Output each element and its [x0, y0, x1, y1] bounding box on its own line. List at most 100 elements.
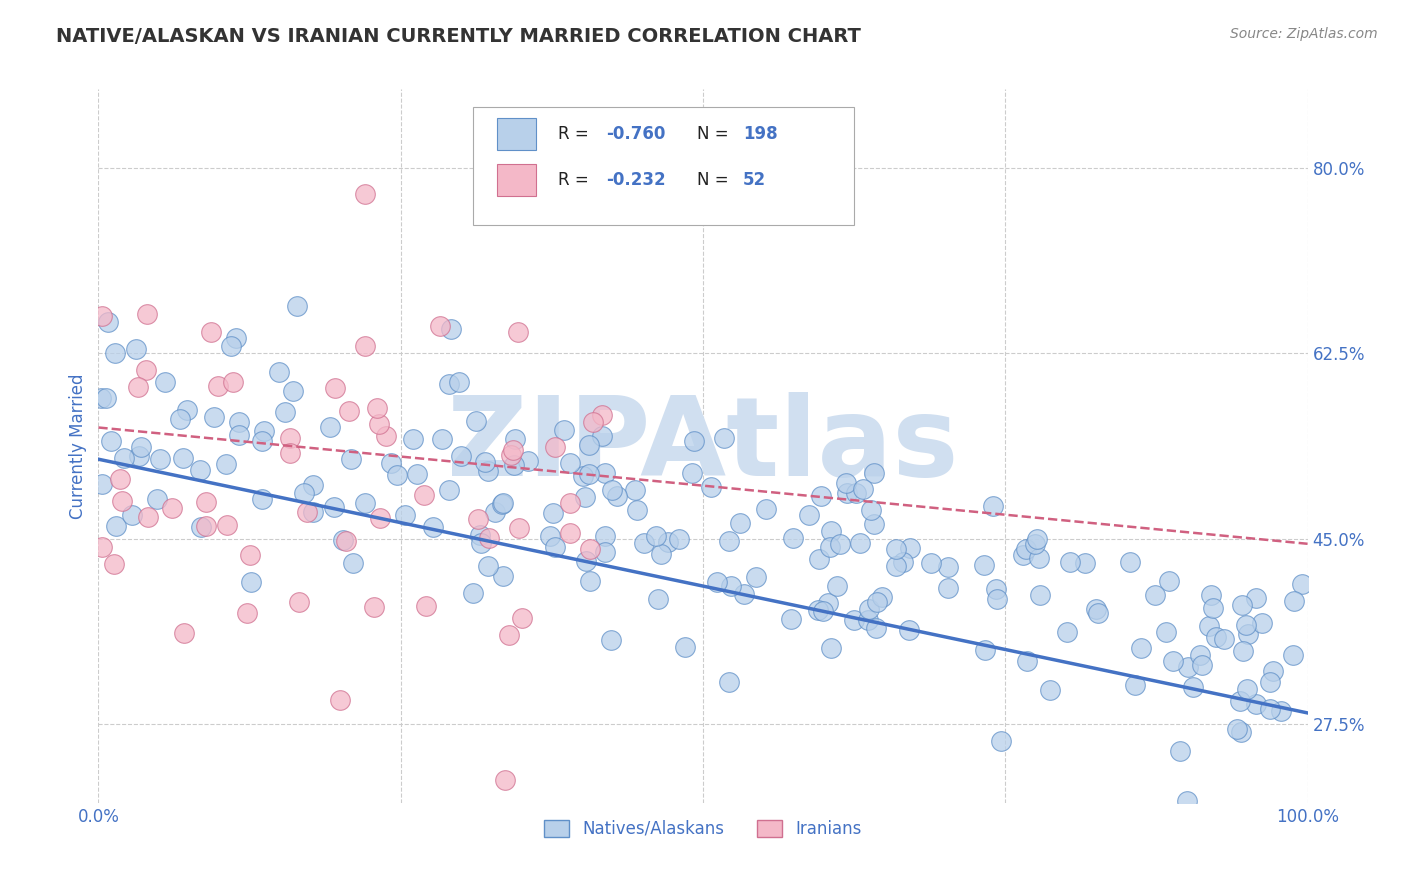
Point — [673, 640, 696, 655]
Point — [190, 520, 212, 534]
Point — [1074, 556, 1097, 570]
Point — [560, 456, 582, 470]
Point — [353, 186, 375, 201]
Point — [470, 536, 492, 550]
Text: Source: ZipAtlas.com: Source: ZipAtlas.com — [1230, 27, 1378, 41]
Point — [450, 449, 472, 463]
Point — [253, 425, 276, 439]
Point — [302, 505, 325, 519]
Point — [236, 606, 259, 620]
Text: N =: N = — [697, 125, 734, 143]
Point — [176, 403, 198, 417]
Point — [538, 528, 561, 542]
Point — [572, 468, 595, 483]
Point — [856, 613, 879, 627]
Point — [506, 326, 529, 340]
Point — [160, 500, 183, 515]
Point — [90, 541, 112, 555]
Point — [560, 525, 582, 540]
Point — [820, 641, 842, 656]
Point — [250, 434, 273, 449]
Point — [153, 375, 176, 389]
Point — [501, 448, 523, 462]
Point — [626, 502, 648, 516]
Point — [810, 489, 832, 503]
Point — [852, 482, 875, 496]
Point — [1258, 674, 1281, 689]
Point — [100, 434, 122, 449]
Point — [221, 375, 243, 389]
Point — [478, 531, 501, 545]
Point — [292, 486, 315, 500]
Point — [440, 322, 463, 336]
Point — [1012, 549, 1035, 563]
Point — [1123, 678, 1146, 692]
Point — [94, 391, 117, 405]
Point — [1229, 725, 1251, 739]
Point — [437, 483, 460, 498]
Point — [544, 540, 567, 554]
Point — [127, 380, 149, 394]
Point — [1024, 537, 1046, 551]
Point — [129, 440, 152, 454]
Point — [842, 613, 865, 627]
Point — [194, 495, 217, 509]
Point — [228, 416, 250, 430]
Point — [135, 363, 157, 377]
Point — [825, 578, 848, 592]
Point — [733, 587, 755, 601]
Point — [553, 423, 575, 437]
Point — [1282, 594, 1305, 608]
Point — [121, 508, 143, 523]
Point — [717, 534, 740, 549]
Point — [484, 505, 506, 519]
Point — [1087, 606, 1109, 620]
Point — [1236, 627, 1258, 641]
Point — [1017, 654, 1039, 668]
Point — [897, 624, 920, 638]
Point — [225, 331, 247, 345]
Point — [650, 547, 672, 561]
Point — [492, 569, 515, 583]
Point — [755, 502, 778, 516]
Point — [422, 519, 444, 533]
Point — [97, 315, 120, 329]
Point — [103, 558, 125, 572]
Point — [865, 621, 887, 635]
Point — [1212, 632, 1234, 647]
Point — [1282, 648, 1305, 662]
Point — [574, 490, 596, 504]
Point — [717, 675, 740, 690]
Point — [730, 516, 752, 530]
Point — [380, 457, 402, 471]
Point — [1161, 654, 1184, 668]
Point — [973, 558, 995, 572]
Point — [1244, 698, 1267, 712]
Point — [145, 492, 167, 507]
Point — [807, 552, 830, 566]
Point — [401, 432, 423, 446]
Point — [647, 591, 669, 606]
Point — [91, 477, 114, 491]
Point — [1236, 682, 1258, 697]
Point — [582, 415, 605, 429]
Point — [1118, 555, 1140, 569]
Point — [578, 438, 600, 452]
Point — [1291, 577, 1313, 591]
Point — [600, 633, 623, 648]
Point — [363, 600, 385, 615]
Point — [863, 466, 886, 480]
Point — [354, 496, 377, 510]
Point — [884, 541, 907, 556]
Point — [1130, 640, 1153, 655]
Point — [374, 428, 396, 442]
Point — [1175, 794, 1198, 808]
Point — [1059, 555, 1081, 569]
Point — [600, 483, 623, 498]
Point — [544, 440, 567, 454]
Point — [354, 338, 377, 352]
Point — [1191, 657, 1213, 672]
Point — [278, 431, 301, 445]
Point — [1258, 701, 1281, 715]
Point — [239, 548, 262, 562]
